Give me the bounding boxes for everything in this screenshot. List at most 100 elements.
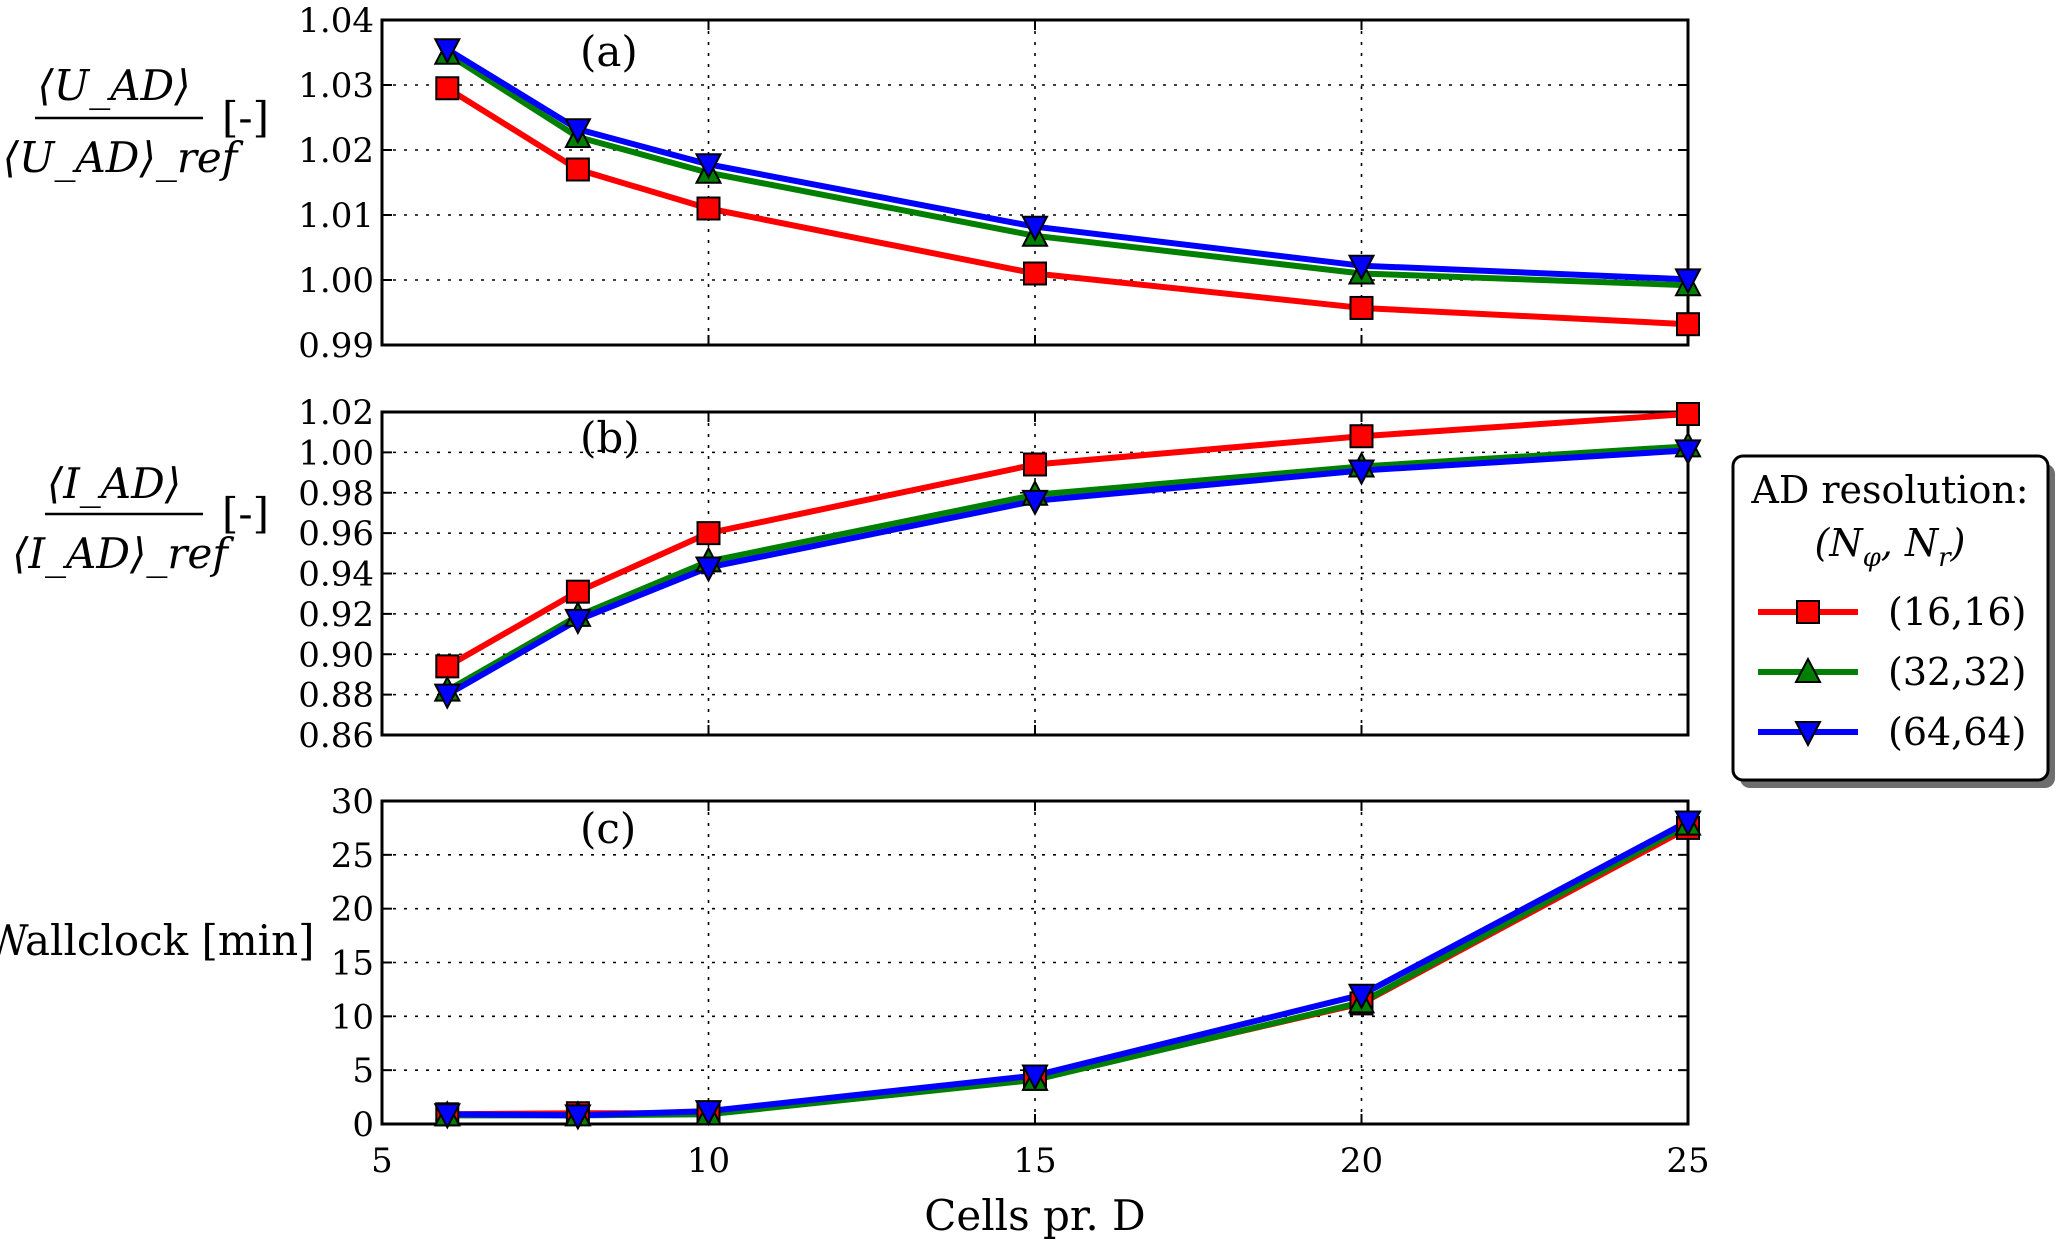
panel-a-point — [696, 196, 721, 221]
panel-a-label: (a) — [580, 27, 638, 76]
panel-b-point — [694, 556, 723, 583]
legend-marker-2 — [1794, 721, 1822, 748]
panel-b-ylabel: ⟨I_AD⟩ ⟨I_AD⟩_ref [-] — [12, 459, 269, 578]
panel-c-ytick-label: 0 — [352, 1105, 374, 1145]
panel-a-ytick-labels: 0.99 1.00 1.01 1.02 1.03 1.04 — [298, 1, 374, 366]
panel-b-ytick-label: 0.90 — [298, 635, 374, 675]
panel-b-ytick-label: 0.94 — [298, 555, 374, 595]
panel-c-point — [1674, 810, 1702, 837]
panel-a-frame — [380, 18, 1690, 347]
panel-c-ytick-label: 15 — [331, 944, 374, 984]
legend-box — [1731, 454, 2050, 782]
panel-a-ylabel-unit: [-] — [222, 93, 269, 142]
panel-b-ytick-label: 0.92 — [298, 595, 374, 635]
panel-b-ylabel-unit: [-] — [222, 489, 269, 538]
panel-a-line-0 — [445, 85, 1689, 328]
panel-a-ytick-label: 1.04 — [298, 1, 374, 41]
panel-a-point — [1349, 295, 1374, 320]
panel-b-line-0 — [445, 411, 1689, 669]
legend-title: AD resolution: — [1750, 468, 2028, 512]
x-tick-label: 25 — [1666, 1141, 1709, 1181]
panel-b-point — [433, 683, 461, 710]
legend-label-1: (32,32) — [1888, 650, 2026, 694]
panel-a-ytick-label: 1.03 — [298, 66, 374, 106]
panel-b: 0.860.880.900.920.940.960.981.001.02 (b)… — [12, 393, 1702, 756]
panel-c-ytick-label: 10 — [331, 997, 374, 1037]
panel-b-ytick-label: 0.86 — [298, 716, 374, 756]
panel-a-ytick-label: 1.01 — [298, 196, 374, 236]
panel-c-point — [433, 1103, 461, 1130]
panel-b-series — [433, 402, 1702, 710]
panel-b-ytick-label: 1.00 — [298, 433, 374, 473]
panel-c-label: (c) — [580, 804, 636, 853]
panel-a-point — [1674, 268, 1702, 295]
panel-a-point — [565, 157, 590, 182]
panel-b-frame — [380, 410, 1690, 737]
x-tick-label: 10 — [687, 1141, 730, 1181]
panel-b-ytick-labels: 0.860.880.900.920.940.960.981.001.02 — [298, 393, 374, 756]
panel-a-point — [1676, 312, 1700, 337]
panel-b-point — [696, 521, 721, 546]
panel-a-point — [435, 76, 460, 101]
legend-marker-1 — [1794, 656, 1822, 683]
panel-a-ytick-label: 0.99 — [298, 326, 374, 366]
panel-c-ytick-label: 20 — [331, 890, 374, 930]
panel-b-point — [564, 608, 592, 636]
x-tick-label: 20 — [1340, 1141, 1383, 1181]
panel-c-series — [433, 809, 1702, 1131]
panel-b-ytick-label: 0.96 — [298, 514, 374, 554]
panel-b-point — [1676, 402, 1700, 427]
panel-b-ytick-label: 0.88 — [298, 676, 374, 716]
panel-b-point — [1021, 489, 1049, 516]
x-tick-label: 5 — [371, 1141, 393, 1181]
panel-a: 0.99 1.00 1.01 1.02 1.03 1.04 (a) ⟨U_AD⟩ ⟨U_A… — [3, 1, 1702, 366]
panel-c-ylabel: Wallclock [min] — [0, 916, 315, 965]
panel-a-line-1 — [445, 51, 1689, 289]
panel-b-point — [1023, 452, 1047, 477]
panel-a-point — [564, 118, 592, 145]
panel-a-line-2 — [445, 46, 1689, 283]
panel-c-ytick-label: 25 — [331, 836, 374, 876]
panel-a-series — [433, 38, 1702, 337]
panel-b-point — [1349, 424, 1374, 449]
panel-c-point — [1021, 1064, 1049, 1091]
panel-c-point — [694, 1100, 723, 1127]
legend-label-2: (64,64) — [1888, 710, 2026, 754]
panel-a-ylabel: ⟨U_AD⟩ ⟨U_AD⟩_ref [-] — [3, 61, 269, 182]
panel-b-ytick-label: 0.98 — [298, 474, 374, 514]
panel-c: 0 5 10 15 20 25 30 (c) Wallclock [min] — [0, 782, 1702, 1145]
panel-a-point — [1347, 254, 1376, 281]
panel-c-ytick-label: 5 — [352, 1051, 374, 1091]
x-axis-label: Cells pr. D — [924, 1191, 1145, 1240]
panel-c-line-1 — [447, 822, 1690, 1119]
panel-c-frame — [380, 799, 1690, 1126]
x-tick-label: 15 — [1013, 1141, 1056, 1181]
panel-b-ytick-label: 1.02 — [298, 393, 374, 433]
panel-c-line-2 — [447, 818, 1690, 1119]
panel-c-ytick-label: 30 — [331, 782, 374, 822]
panel-a-point — [1021, 215, 1049, 242]
panel-a-grid — [381, 19, 1689, 346]
legend-label-0: (16,16) — [1888, 590, 2026, 634]
panel-c-point — [564, 1104, 592, 1131]
panel-b-point — [565, 579, 590, 604]
panel-a-point — [1023, 261, 1047, 286]
panel-a-ylabel-numerator: ⟨U_AD⟩ — [37, 61, 190, 110]
panel-b-point — [1347, 459, 1376, 486]
panel-b-line-2 — [445, 447, 1689, 698]
panel-a-ytick-label: 1.02 — [298, 131, 374, 171]
panel-c-point — [1347, 983, 1376, 1010]
panel-b-point — [1674, 439, 1702, 466]
legend: AD resolution: (Nφ, Nr) (16,16) (32,32) (6… — [1731, 454, 2055, 788]
panel-b-point — [435, 654, 460, 679]
panel-c-ytick-labels: 0 5 10 15 20 25 30 — [331, 782, 374, 1145]
legend-subtitle: (Nφ, Nr) — [1815, 521, 1966, 573]
panel-a-ylabel-denominator: ⟨U_AD⟩_ref — [3, 133, 244, 182]
panel-a-ytick-label: 1.00 — [298, 261, 374, 301]
panel-b-ylabel-numerator: ⟨I_AD⟩ — [47, 459, 181, 508]
panel-b-line-1 — [445, 443, 1689, 694]
panel-b-label: (b) — [580, 413, 640, 462]
legend-entries: (16,16) (32,32) (64,64) — [1758, 590, 2026, 754]
x-tick-labels: 5 10 15 20 25 — [371, 1141, 1709, 1181]
